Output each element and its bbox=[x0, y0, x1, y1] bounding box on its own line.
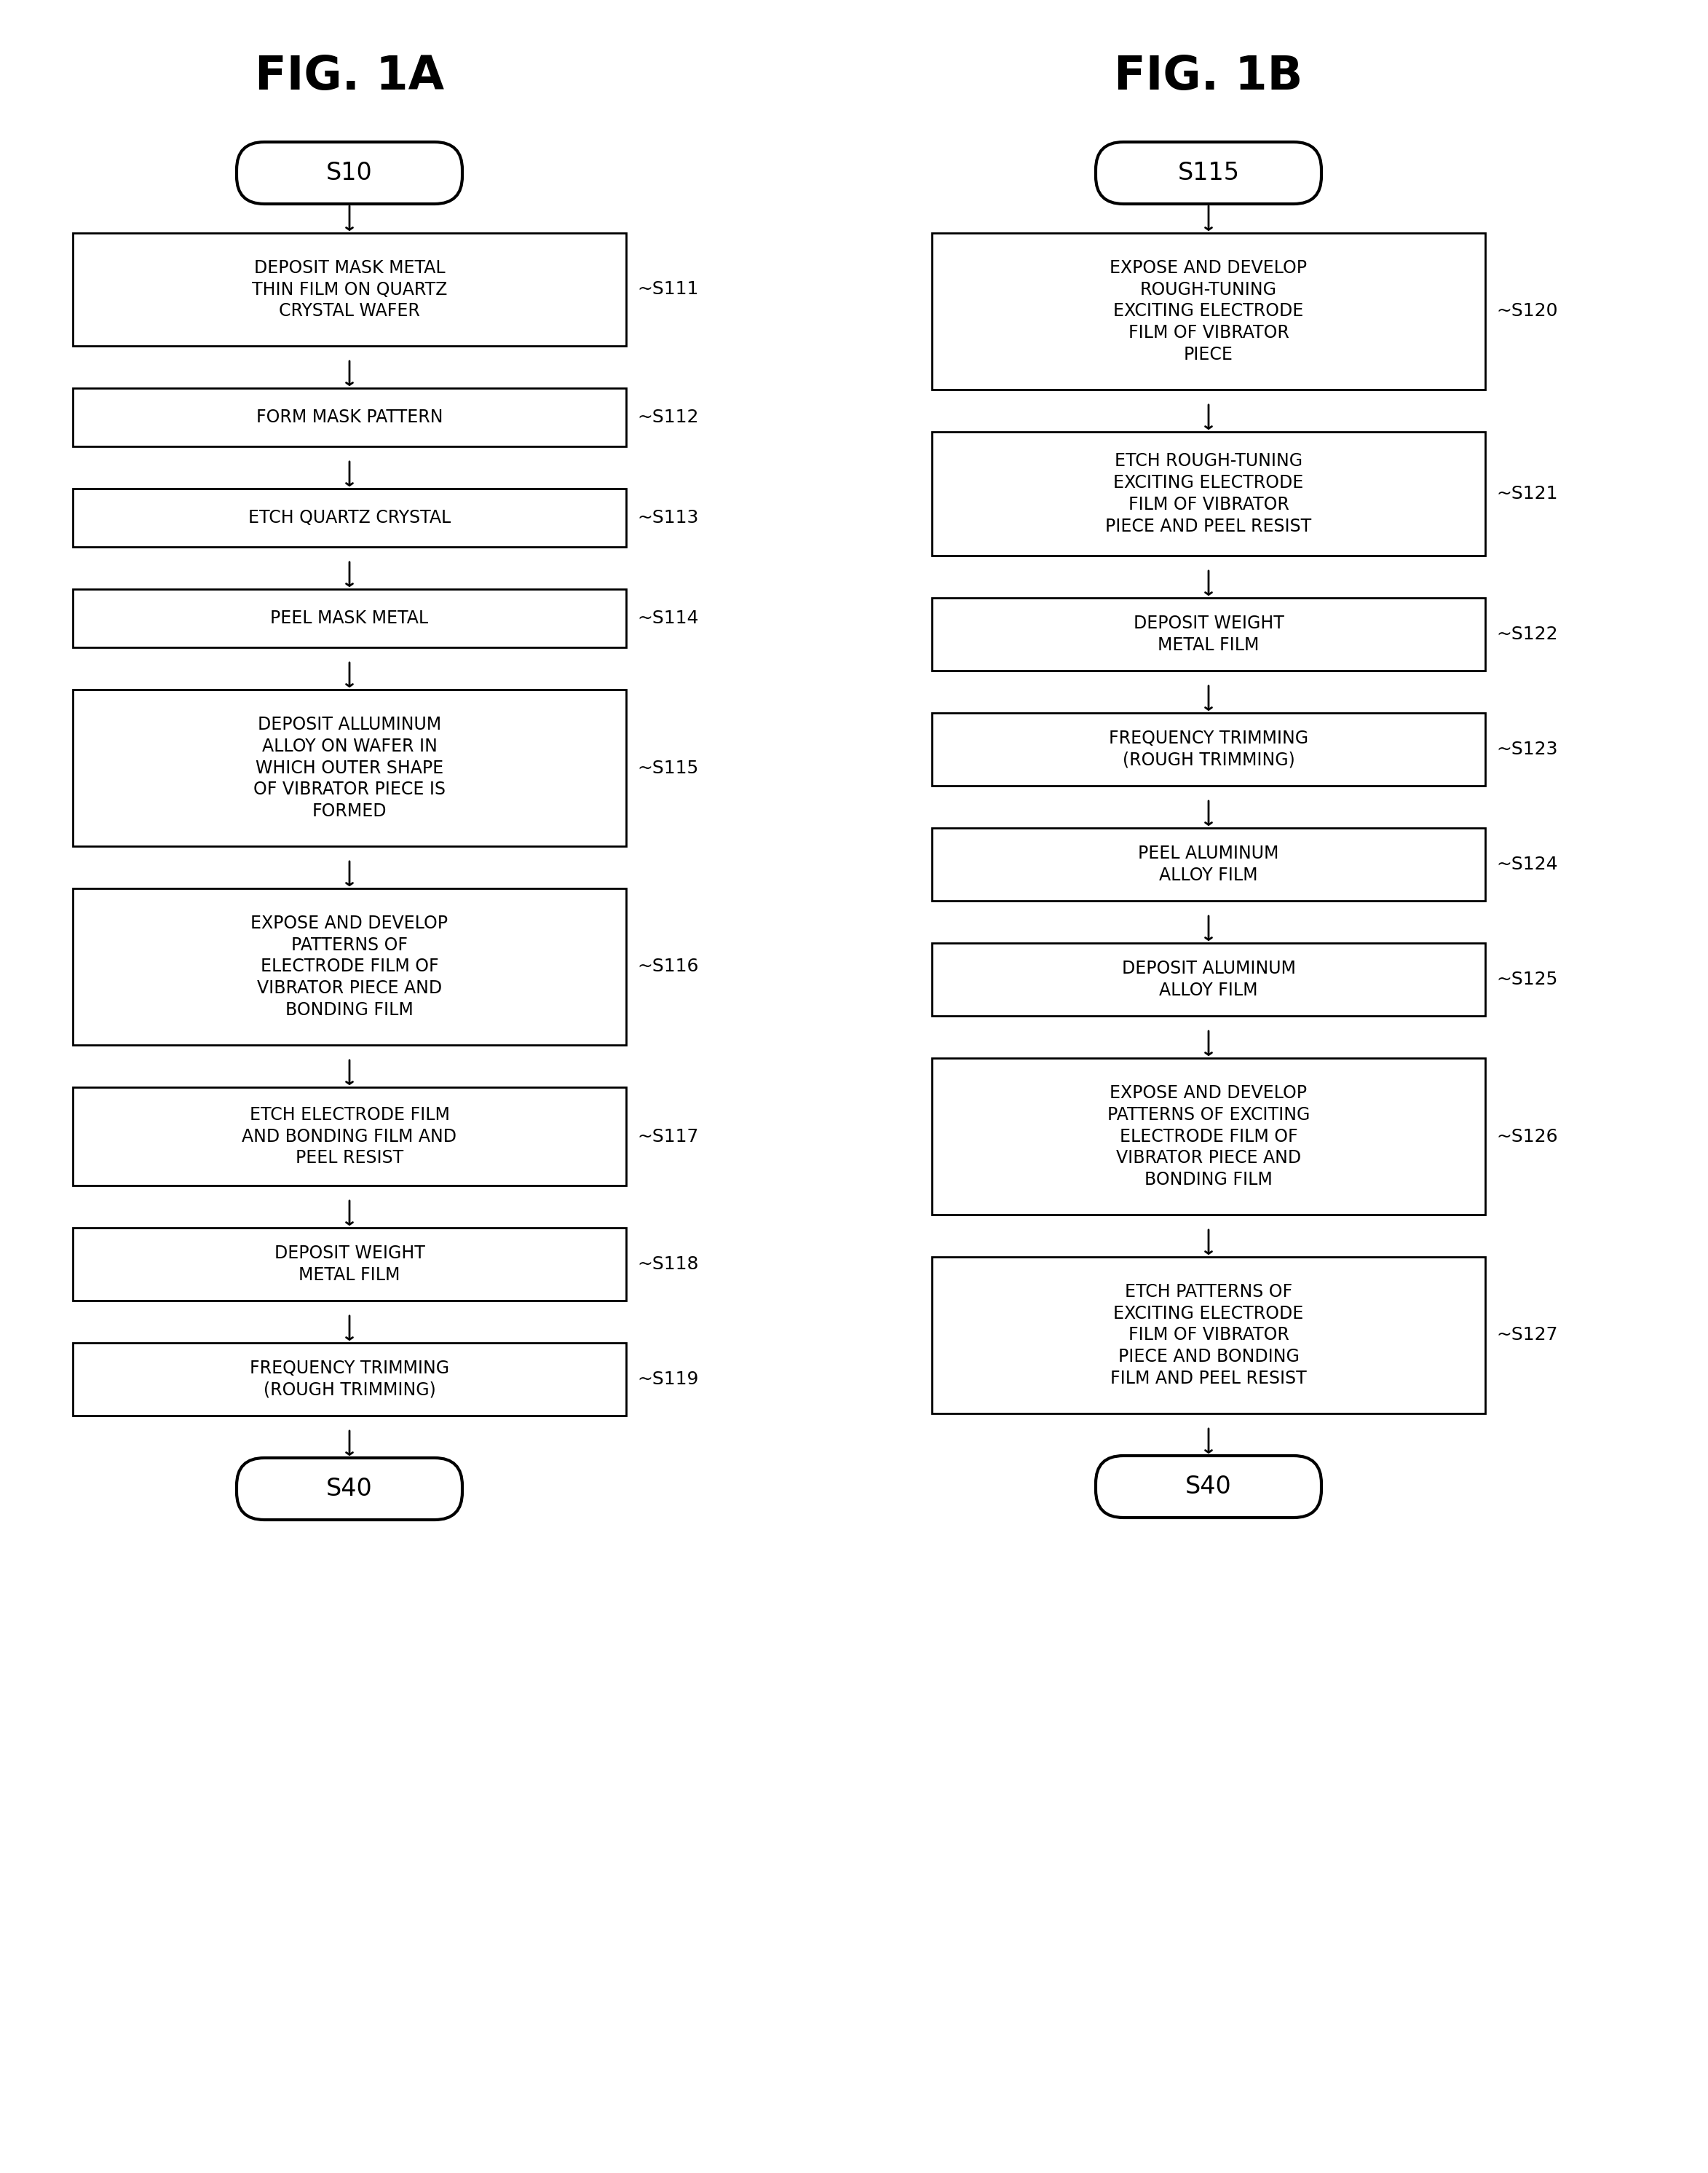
Text: EXPOSE AND DEVELOP
PATTERNS OF EXCITING
ELECTRODE FILM OF
VIBRATOR PIECE AND
BON: EXPOSE AND DEVELOP PATTERNS OF EXCITING … bbox=[1107, 1084, 1310, 1189]
Text: ETCH ROUGH-TUNING
EXCITING ELECTRODE
FILM OF VIBRATOR
PIECE AND PEEL RESIST: ETCH ROUGH-TUNING EXCITING ELECTRODE FIL… bbox=[1105, 452, 1312, 535]
Bar bbox=[73, 389, 627, 445]
Text: ~S119: ~S119 bbox=[637, 1371, 699, 1389]
Text: ~S123: ~S123 bbox=[1496, 741, 1558, 758]
Bar bbox=[73, 1086, 627, 1186]
FancyBboxPatch shape bbox=[1097, 1456, 1322, 1517]
Text: DEPOSIT MASK METAL
THIN FILM ON QUARTZ
CRYSTAL WAFER: DEPOSIT MASK METAL THIN FILM ON QUARTZ C… bbox=[251, 259, 447, 319]
Text: ~S117: ~S117 bbox=[637, 1128, 699, 1145]
FancyBboxPatch shape bbox=[237, 1458, 463, 1519]
FancyBboxPatch shape bbox=[1097, 141, 1322, 204]
Text: DEPOSIT ALUMINUM
ALLOY FILM: DEPOSIT ALUMINUM ALLOY FILM bbox=[1122, 960, 1295, 1000]
Text: S10: S10 bbox=[326, 161, 372, 185]
Text: S40: S40 bbox=[1185, 1475, 1231, 1499]
Text: EXPOSE AND DEVELOP
ROUGH-TUNING
EXCITING ELECTRODE
FILM OF VIBRATOR
PIECE: EXPOSE AND DEVELOP ROUGH-TUNING EXCITING… bbox=[1110, 259, 1307, 363]
Bar bbox=[933, 943, 1486, 1015]
Text: FIG. 1A: FIG. 1A bbox=[254, 54, 444, 100]
Text: DEPOSIT WEIGHT
METAL FILM: DEPOSIT WEIGHT METAL FILM bbox=[1132, 615, 1284, 654]
Text: ETCH PATTERNS OF
EXCITING ELECTRODE
FILM OF VIBRATOR
PIECE AND BONDING
FILM AND : ETCH PATTERNS OF EXCITING ELECTRODE FILM… bbox=[1110, 1284, 1307, 1386]
Text: ~S114: ~S114 bbox=[637, 608, 699, 628]
Text: ~S115: ~S115 bbox=[637, 758, 699, 776]
Text: ETCH QUARTZ CRYSTAL: ETCH QUARTZ CRYSTAL bbox=[248, 508, 451, 526]
Bar bbox=[73, 1228, 627, 1302]
Text: ~S126: ~S126 bbox=[1496, 1128, 1558, 1145]
Text: PEEL MASK METAL: PEEL MASK METAL bbox=[270, 608, 429, 628]
Text: ~S111: ~S111 bbox=[637, 280, 699, 298]
Bar bbox=[73, 589, 627, 648]
Bar bbox=[73, 1343, 627, 1415]
Bar bbox=[73, 233, 627, 346]
Text: ~S113: ~S113 bbox=[637, 508, 699, 526]
Text: ~S116: ~S116 bbox=[637, 958, 699, 976]
Text: FIG. 1B: FIG. 1B bbox=[1114, 54, 1303, 100]
Text: ~S120: ~S120 bbox=[1496, 302, 1558, 319]
Bar bbox=[933, 713, 1486, 787]
Text: PEEL ALUMINUM
ALLOY FILM: PEEL ALUMINUM ALLOY FILM bbox=[1138, 845, 1279, 884]
Bar bbox=[73, 889, 627, 1045]
Bar bbox=[73, 489, 627, 548]
Text: ~S127: ~S127 bbox=[1496, 1326, 1558, 1343]
Bar bbox=[933, 1058, 1486, 1215]
Text: FREQUENCY TRIMMING
(ROUGH TRIMMING): FREQUENCY TRIMMING (ROUGH TRIMMING) bbox=[1108, 730, 1308, 769]
Bar bbox=[933, 432, 1486, 556]
Text: S40: S40 bbox=[326, 1478, 372, 1502]
Text: DEPOSIT WEIGHT
METAL FILM: DEPOSIT WEIGHT METAL FILM bbox=[275, 1245, 425, 1284]
Text: EXPOSE AND DEVELOP
PATTERNS OF
ELECTRODE FILM OF
VIBRATOR PIECE AND
BONDING FILM: EXPOSE AND DEVELOP PATTERNS OF ELECTRODE… bbox=[251, 915, 447, 1019]
Text: ~S112: ~S112 bbox=[637, 409, 699, 426]
Bar bbox=[933, 1256, 1486, 1412]
Bar bbox=[933, 828, 1486, 902]
Text: FORM MASK PATTERN: FORM MASK PATTERN bbox=[256, 409, 442, 426]
Text: FREQUENCY TRIMMING
(ROUGH TRIMMING): FREQUENCY TRIMMING (ROUGH TRIMMING) bbox=[249, 1360, 449, 1399]
Text: ~S125: ~S125 bbox=[1496, 971, 1558, 989]
Text: ETCH ELECTRODE FILM
AND BONDING FILM AND
PEEL RESIST: ETCH ELECTRODE FILM AND BONDING FILM AND… bbox=[243, 1106, 456, 1167]
Text: DEPOSIT ALLUMINUM
ALLOY ON WAFER IN
WHICH OUTER SHAPE
OF VIBRATOR PIECE IS
FORME: DEPOSIT ALLUMINUM ALLOY ON WAFER IN WHIC… bbox=[253, 715, 446, 819]
Bar bbox=[73, 689, 627, 845]
Bar bbox=[933, 233, 1486, 389]
Text: S115: S115 bbox=[1177, 161, 1240, 185]
FancyBboxPatch shape bbox=[237, 141, 463, 204]
Text: ~S124: ~S124 bbox=[1496, 856, 1558, 874]
Text: ~S118: ~S118 bbox=[637, 1256, 699, 1273]
Text: ~S121: ~S121 bbox=[1496, 485, 1558, 502]
Text: ~S122: ~S122 bbox=[1496, 626, 1558, 643]
Bar bbox=[933, 598, 1486, 671]
